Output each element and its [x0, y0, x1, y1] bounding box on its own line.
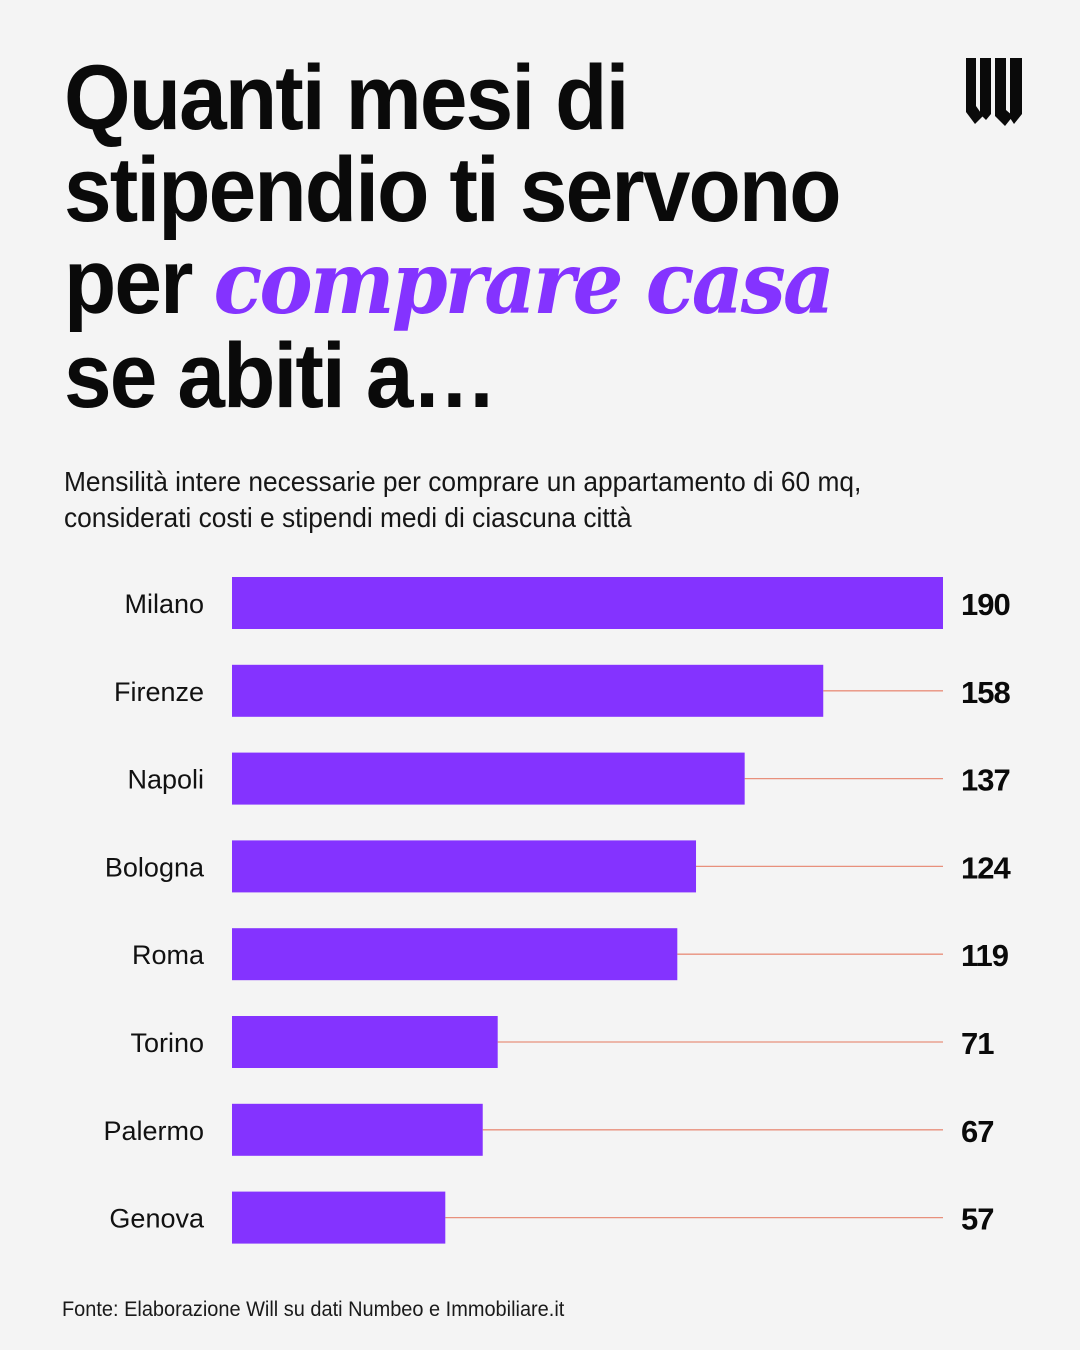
source-note: Fonte: Elaborazione Will su dati Numbeo …	[62, 1298, 565, 1321]
bar-palermo	[232, 1103, 483, 1156]
value-label: 67	[961, 1114, 993, 1149]
title-line-3-prefix: per	[64, 231, 214, 333]
bar-napoli	[232, 752, 745, 805]
title-line-2: stipendio ti servono	[64, 139, 842, 241]
title-accent: comprare casa	[213, 233, 834, 334]
value-label: 119	[961, 938, 1009, 973]
value-label: 137	[961, 763, 1010, 798]
value-label: 124	[961, 850, 1011, 885]
category-label: Genova	[109, 1204, 205, 1234]
subtitle-line-1: Mensilità intere necessarie per comprare…	[64, 466, 862, 497]
bar-genova	[232, 1191, 446, 1244]
bar-roma	[232, 928, 678, 981]
category-label: Bologna	[105, 852, 205, 882]
subtitle-line-2: considerati costi e stipendi medi di cia…	[64, 502, 632, 533]
bar-torino	[232, 1016, 498, 1068]
will-logo-icon	[966, 58, 1022, 126]
value-label: 190	[961, 587, 1010, 622]
value-label: 158	[961, 675, 1010, 710]
category-label: Napoli	[127, 765, 204, 795]
subtitle: Mensilità intere necessarie per comprare…	[64, 464, 985, 536]
title-line-4: se abiti a…	[64, 325, 497, 427]
category-label: Roma	[132, 940, 205, 970]
value-label: 71	[961, 1026, 994, 1061]
title-line-1: Quanti mesi di	[64, 47, 629, 149]
bar-bologna	[232, 840, 697, 893]
category-label: Torino	[130, 1028, 204, 1058]
bar-firenze	[232, 664, 824, 717]
category-label: Firenze	[114, 677, 204, 707]
page-title: Quanti mesi di stipendio ti servono per …	[64, 52, 901, 422]
category-label: Palermo	[103, 1116, 204, 1146]
value-label: 57	[961, 1202, 993, 1237]
bar-milano	[232, 577, 943, 629]
category-label: Milano	[124, 589, 204, 619]
